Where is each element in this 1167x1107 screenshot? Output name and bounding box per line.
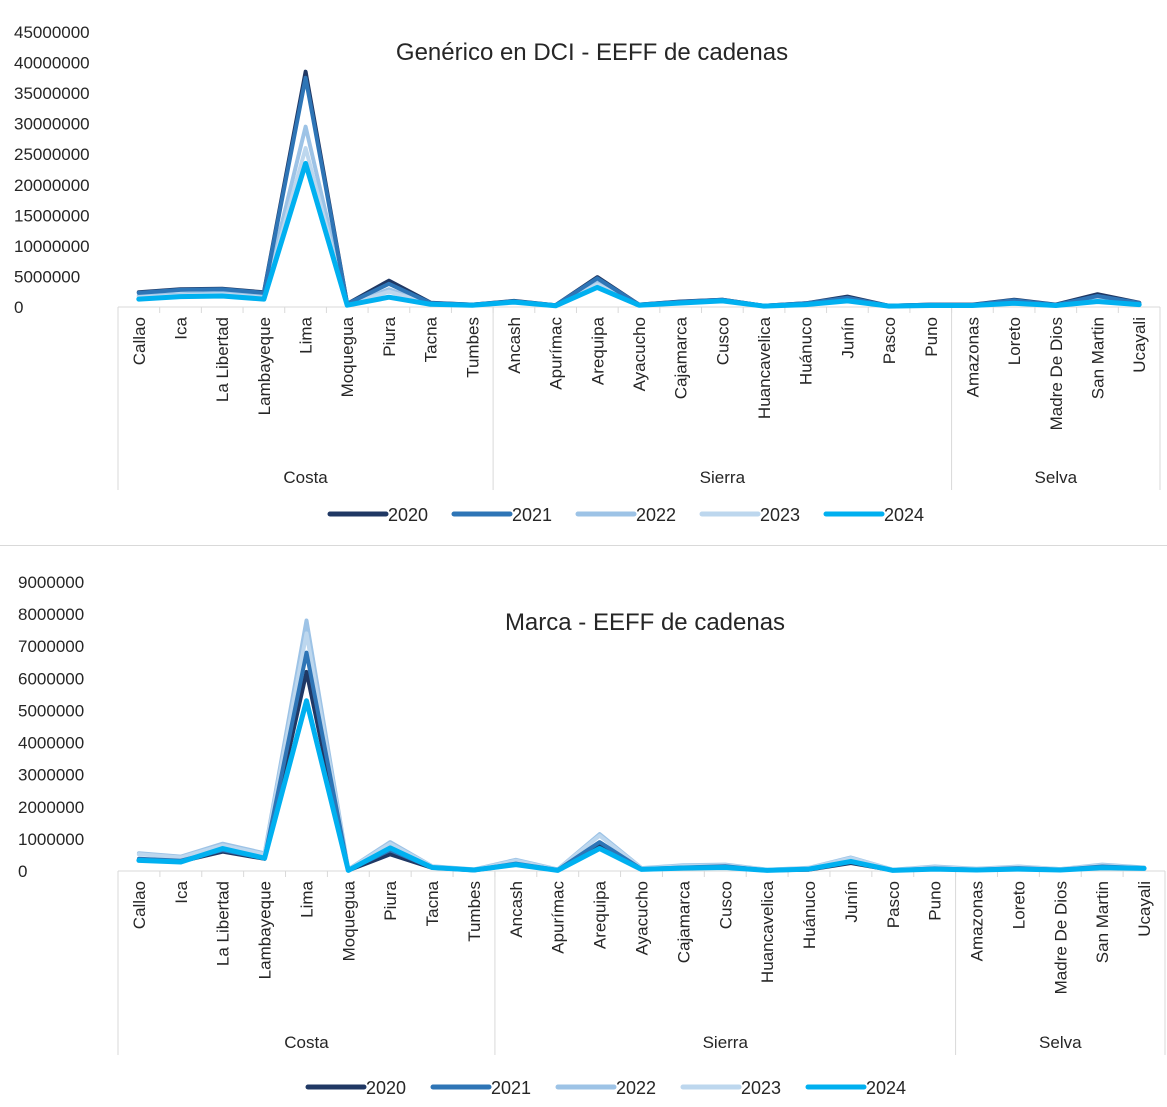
category-label-1-10: Apurímac bbox=[549, 881, 568, 954]
group-label-0-0: Costa bbox=[283, 468, 328, 487]
category-label-1-9: Ancash bbox=[507, 881, 526, 938]
category-label-1-24: Ucayali bbox=[1135, 881, 1154, 937]
y-tick-label-0-3: 30000000 bbox=[14, 115, 90, 134]
category-label-0-13: Cajamarca bbox=[672, 316, 691, 399]
category-label-1-20: Amazonas bbox=[968, 881, 987, 961]
category-label-0-5: Moquegua bbox=[338, 316, 357, 397]
y-tick-label-1-1: 8000000 bbox=[18, 605, 84, 624]
category-label-0-11: Arequipa bbox=[588, 316, 607, 385]
group-label-0-2: Selva bbox=[1035, 468, 1078, 487]
group-label-1-0: Costa bbox=[284, 1033, 329, 1052]
legend-label-1-2023: 2023 bbox=[741, 1078, 781, 1098]
legend-label-0-2020: 2020 bbox=[388, 505, 428, 525]
y-tick-label-1-0: 9000000 bbox=[18, 573, 84, 592]
category-label-0-4: Lima bbox=[297, 316, 316, 353]
panel-divider bbox=[0, 545, 1167, 546]
category-label-1-6: Piura bbox=[381, 880, 400, 920]
category-label-1-8: Tumbes bbox=[465, 881, 484, 942]
category-label-0-3: Lambayeque bbox=[255, 317, 274, 415]
category-label-0-23: San Martin bbox=[1088, 317, 1107, 399]
category-label-1-11: Arequipa bbox=[591, 880, 610, 949]
chart-title-0: Genérico en DCI - EEFF de cadenas bbox=[396, 39, 788, 66]
y-tick-label-0-7: 10000000 bbox=[14, 237, 90, 256]
group-label-1-1: Sierra bbox=[703, 1033, 749, 1052]
legend-label-1-2022: 2022 bbox=[616, 1078, 656, 1098]
chart-title-1: Marca - EEFF de cadenas bbox=[505, 609, 785, 636]
y-tick-label-1-4: 5000000 bbox=[18, 701, 84, 720]
legend-label-0-2022: 2022 bbox=[636, 505, 676, 525]
category-label-1-18: Pasco bbox=[884, 881, 903, 928]
category-label-0-10: Apurímac bbox=[547, 317, 566, 390]
category-label-0-19: Puno bbox=[922, 317, 941, 357]
y-tick-label-1-7: 2000000 bbox=[18, 798, 84, 817]
y-tick-label-0-8: 5000000 bbox=[14, 267, 80, 286]
y-tick-label-0-0: 45000000 bbox=[14, 23, 90, 42]
category-label-1-19: Puno bbox=[926, 881, 945, 921]
series-line-1-2024 bbox=[136, 698, 1147, 873]
y-tick-label-1-6: 3000000 bbox=[18, 766, 84, 785]
y-tick-label-0-5: 20000000 bbox=[14, 176, 90, 195]
category-label-1-21: Loreto bbox=[1009, 881, 1028, 929]
category-label-0-2: La Libertad bbox=[213, 317, 232, 402]
y-tick-label-0-9: 0 bbox=[14, 298, 23, 317]
category-label-0-24: Ucayali bbox=[1130, 317, 1149, 373]
category-label-0-8: Tumbes bbox=[463, 317, 482, 378]
category-label-1-2: La Libertad bbox=[214, 881, 233, 966]
y-tick-label-1-2: 7000000 bbox=[18, 637, 84, 656]
y-tick-label-1-9: 0 bbox=[18, 862, 27, 881]
category-label-1-3: Lambayeque bbox=[256, 881, 275, 979]
legend-label-0-2024: 2024 bbox=[884, 505, 924, 525]
category-label-0-1: Ica bbox=[172, 316, 191, 339]
category-label-1-12: Ayacucho bbox=[633, 881, 652, 955]
category-label-0-16: Huánuco bbox=[797, 317, 816, 385]
category-label-1-23: San Martin bbox=[1093, 881, 1112, 963]
category-label-0-18: Pasco bbox=[880, 317, 899, 364]
chart-panel-marca: Marca - EEFF de cadenas 9000000 8000000 700… bbox=[0, 550, 1167, 1107]
chart-generico-svg: Genérico en DCI - EEFF de cadenas 4500000… bbox=[14, 23, 1161, 525]
category-label-0-22: Madre De Dios bbox=[1047, 317, 1066, 430]
category-label-1-16: Huánuco bbox=[800, 881, 819, 949]
chart-marca-svg: Marca - EEFF de cadenas 9000000 8000000 700… bbox=[18, 573, 1166, 1098]
category-label-1-7: Tacna bbox=[423, 880, 442, 926]
legend-label-1-2020: 2020 bbox=[366, 1078, 406, 1098]
category-label-1-0: Callao bbox=[130, 881, 149, 929]
y-tick-label-0-1: 40000000 bbox=[14, 54, 90, 73]
y-tick-label-1-3: 6000000 bbox=[18, 669, 84, 688]
category-label-1-15: Huancavelica bbox=[758, 880, 777, 983]
group-label-0-1: Sierra bbox=[700, 468, 746, 487]
y-tick-label-1-5: 4000000 bbox=[18, 734, 84, 753]
category-label-1-22: Madre De Dios bbox=[1051, 881, 1070, 994]
category-label-1-1: Ica bbox=[172, 880, 191, 903]
group-label-1-2: Selva bbox=[1039, 1033, 1082, 1052]
legend-label-0-2021: 2021 bbox=[512, 505, 552, 525]
category-label-1-14: Cusco bbox=[716, 881, 735, 929]
category-label-0-14: Cusco bbox=[713, 317, 732, 365]
category-label-1-4: Lima bbox=[297, 880, 316, 917]
category-label-1-13: Cajamarca bbox=[674, 880, 693, 963]
category-label-0-12: Ayacucho bbox=[630, 317, 649, 391]
category-label-0-9: Ancash bbox=[505, 317, 524, 374]
y-tick-label-0-6: 15000000 bbox=[14, 206, 90, 225]
category-label-0-15: Huancavelica bbox=[755, 316, 774, 419]
legend-label-0-2023: 2023 bbox=[760, 505, 800, 525]
category-label-0-7: Tacna bbox=[422, 316, 441, 362]
category-label-0-6: Piura bbox=[380, 316, 399, 356]
category-label-1-5: Moquegua bbox=[339, 880, 358, 961]
y-tick-label-0-2: 35000000 bbox=[14, 84, 90, 103]
legend-label-1-2024: 2024 bbox=[866, 1078, 906, 1098]
category-label-0-21: Loreto bbox=[1005, 317, 1024, 365]
series-line-0-2024 bbox=[136, 160, 1142, 309]
chart-panel-generico: Genérico en DCI - EEFF de cadenas 4500000… bbox=[0, 0, 1167, 545]
legend-label-1-2021: 2021 bbox=[491, 1078, 531, 1098]
category-label-0-20: Amazonas bbox=[963, 317, 982, 397]
category-label-0-17: Junín bbox=[838, 317, 857, 359]
y-tick-label-1-8: 1000000 bbox=[18, 830, 84, 849]
y-tick-label-0-4: 25000000 bbox=[14, 145, 90, 164]
category-label-1-17: Junín bbox=[842, 881, 861, 923]
category-label-0-0: Callao bbox=[130, 317, 149, 365]
